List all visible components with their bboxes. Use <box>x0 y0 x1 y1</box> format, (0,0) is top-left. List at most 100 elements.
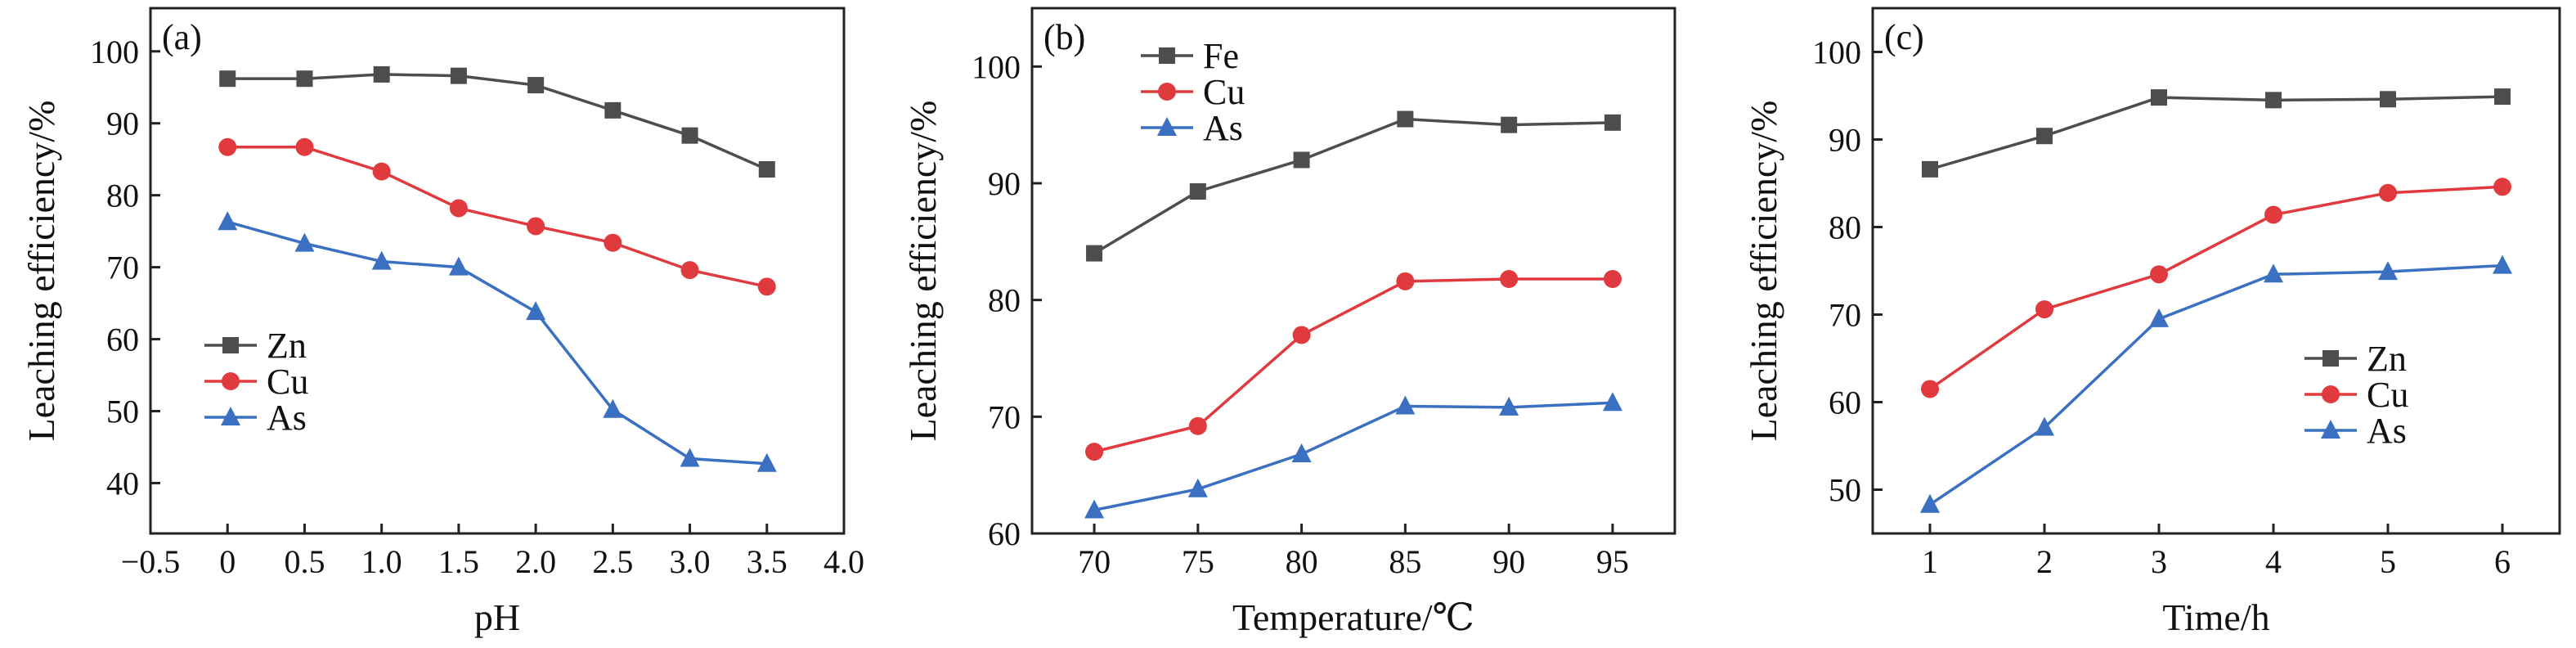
series-as <box>1084 392 1622 519</box>
x-tick-label: 1 <box>1922 543 1938 580</box>
x-tick-label: 95 <box>1596 543 1629 580</box>
series-line <box>1929 263 2503 506</box>
data-point <box>295 137 314 156</box>
data-point <box>218 137 237 156</box>
series-line <box>1093 277 1613 453</box>
data-point <box>1602 392 1622 412</box>
data-point <box>1187 478 1208 497</box>
data-point <box>2151 89 2167 106</box>
legend-entry: Zn <box>2304 339 2407 379</box>
data-point <box>2378 261 2398 281</box>
x-tick-label: 6 <box>2494 543 2511 580</box>
legend-marker <box>221 407 240 425</box>
legend-label: Cu <box>267 362 308 402</box>
y-tick-label: 90 <box>1829 122 1861 159</box>
data-point <box>756 452 777 472</box>
panel-label: (b) <box>1043 17 1085 57</box>
y-tick-label: 60 <box>1829 385 1861 421</box>
data-point <box>680 448 700 467</box>
data-point <box>1397 110 1414 128</box>
legend-label: As <box>1203 108 1243 148</box>
data-point <box>1293 151 1310 169</box>
series-fe <box>1086 110 1621 262</box>
series-line <box>227 145 768 289</box>
series-line <box>227 220 767 466</box>
x-tick-label: 2 <box>2036 543 2053 580</box>
data-point <box>1500 269 1519 288</box>
y-axis-title: Leaching efficiency/% <box>20 101 62 442</box>
data-point <box>2264 263 2283 283</box>
x-tick-label: 70 <box>1078 543 1111 580</box>
data-point <box>1501 116 1518 133</box>
legend-marker <box>2322 350 2339 367</box>
x-tick-label: 80 <box>1286 543 1318 580</box>
legend-label: Fe <box>1203 36 1239 76</box>
legend-entry: Cu <box>2304 375 2408 415</box>
x-tick-label: 90 <box>1492 543 1525 580</box>
x-tick-label: 0.5 <box>284 543 325 580</box>
legend-entry: Cu <box>1141 72 1245 112</box>
data-point <box>1292 326 1311 344</box>
data-point <box>2380 91 2396 108</box>
legend-marker <box>2322 385 2340 403</box>
plot-frame <box>1030 7 1676 535</box>
data-point <box>1189 182 1206 200</box>
y-tick-label: 100 <box>972 48 1021 85</box>
data-point <box>372 162 391 181</box>
y-tick-label: 80 <box>1829 209 1861 246</box>
data-point <box>604 233 622 252</box>
y-tick-label: 50 <box>1829 472 1861 509</box>
legend-entry: Cu <box>204 362 308 402</box>
data-point <box>294 232 315 252</box>
x-tick-label: 3.5 <box>747 543 788 580</box>
legend-entry: As <box>2304 411 2407 451</box>
data-point <box>1921 380 1939 398</box>
data-point <box>2265 92 2282 109</box>
legend-label: Zn <box>2367 339 2407 379</box>
x-tick-label: 2.0 <box>515 543 556 580</box>
x-tick-label: 1.0 <box>361 543 402 580</box>
y-tick-label: 80 <box>106 178 139 214</box>
y-tick-label: 40 <box>106 465 139 502</box>
panel-0: −0.5 0 0.5 1.0 1.5 2.0 2.5 3.0 3.5 4.0 40 50 60 70 80 9… <box>20 7 864 638</box>
series-cu <box>1085 269 1622 461</box>
data-point <box>2493 178 2511 196</box>
series-line <box>227 73 768 171</box>
data-point <box>1085 443 1104 461</box>
panel-label: (c) <box>1884 17 1924 57</box>
data-point <box>527 217 545 236</box>
x-tick-label: 3 <box>2151 543 2167 580</box>
y-tick-label: 90 <box>988 165 1021 202</box>
data-point <box>757 277 776 296</box>
x-tick-label: 4 <box>2265 543 2282 580</box>
legend-entry: As <box>204 398 307 438</box>
series-cu <box>1921 178 2511 398</box>
data-point <box>219 70 236 88</box>
series-line <box>1093 117 1613 255</box>
y-tick-label: 80 <box>988 282 1021 319</box>
data-point <box>2379 183 2397 202</box>
data-point <box>1922 160 1938 178</box>
data-point <box>1920 493 1940 513</box>
data-point <box>448 256 469 276</box>
x-tick-label: 1.5 <box>438 543 479 580</box>
data-point <box>603 398 623 418</box>
x-tick-label: 2.5 <box>592 543 633 580</box>
data-point <box>2150 265 2168 284</box>
y-tick-label: 70 <box>1829 297 1861 334</box>
legend-marker <box>222 337 239 353</box>
x-tick-label: −0.5 <box>121 543 181 580</box>
series-as <box>218 211 777 472</box>
y-tick-label: 70 <box>988 398 1021 435</box>
legend-entry: Zn <box>204 326 307 366</box>
legend-label: As <box>2367 411 2407 451</box>
legend-entry: Fe <box>1141 36 1239 76</box>
data-point <box>2494 88 2511 106</box>
legend-marker <box>1159 47 1175 64</box>
data-point <box>1395 395 1416 415</box>
x-axis-title: Time/h <box>2162 596 2269 638</box>
y-tick-label: 60 <box>106 322 139 358</box>
y-tick-label: 70 <box>106 250 139 286</box>
y-tick-label: 100 <box>90 34 139 70</box>
data-point <box>450 67 467 84</box>
